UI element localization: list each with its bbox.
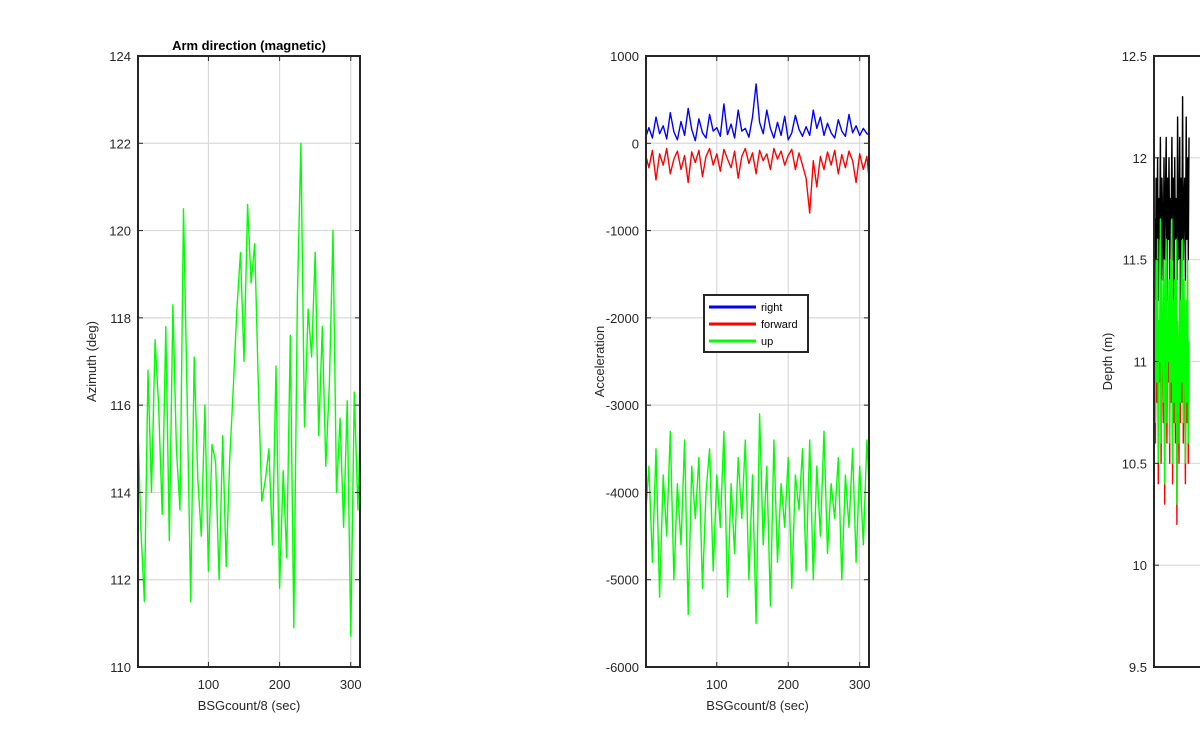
- y-tick-label: 112: [110, 573, 131, 588]
- y-tick-label: 9.5: [1129, 660, 1147, 675]
- y-tick-label: 10: [1133, 558, 1147, 573]
- y-tick-label: -3000: [606, 398, 639, 413]
- y-tick-label: 124: [109, 49, 131, 64]
- series-line-forward: [646, 147, 869, 214]
- y-tick-label: 118: [110, 311, 131, 326]
- legend: right forward up: [703, 294, 809, 353]
- plot-area: [138, 56, 360, 667]
- legend-label-up: up: [761, 336, 773, 348]
- y-tick-label: 122: [109, 136, 131, 151]
- series-line-3: [1154, 218, 1190, 505]
- x-tick-label: 300: [849, 677, 871, 692]
- axes-box: [645, 55, 870, 668]
- y-axis-label: Acceleration: [592, 326, 607, 398]
- y-tick-label: 114: [110, 485, 131, 500]
- x-tick-label: 200: [777, 677, 799, 692]
- series-line-right: [646, 83, 869, 142]
- y-tick-label: 120: [109, 224, 131, 239]
- series-line-up: [646, 413, 869, 625]
- y-tick-label: 11: [1134, 355, 1148, 370]
- y-axis-label: Depth (m): [1100, 333, 1115, 391]
- y-tick-label: 12.5: [1122, 49, 1147, 64]
- legend-label-right: right: [761, 302, 782, 314]
- y-tick-label: 110: [110, 660, 131, 675]
- x-axis-label: BSGcount/8 (sec): [706, 698, 809, 713]
- x-tick-label: 100: [198, 677, 220, 692]
- x-axis-label: BSGcount/8 (sec): [198, 698, 301, 713]
- x-tick-label: 200: [269, 677, 291, 692]
- y-tick-label: 1000: [610, 49, 639, 64]
- y-tick-label: 12: [1133, 151, 1147, 166]
- y-tick-label: -5000: [606, 573, 639, 588]
- y-tick-label: -4000: [606, 485, 639, 500]
- x-tick-label: 100: [706, 677, 728, 692]
- legend-label-forward: forward: [761, 319, 798, 331]
- series-line-1: [138, 142, 360, 638]
- chart-title: Arm direction (magnetic): [172, 38, 326, 53]
- y-tick-label: -2000: [606, 311, 639, 326]
- y-tick-label: 11.5: [1123, 253, 1147, 268]
- y-tick-label: 10.5: [1122, 456, 1147, 471]
- y-axis-label: Azimuth (deg): [84, 321, 99, 402]
- x-tick-label: 300: [340, 677, 362, 692]
- chart-1: 100 200 300 110 112 114 116 118 120 122 124 Arm dir…: [84, 38, 362, 713]
- y-tick-label: -1000: [606, 224, 639, 239]
- y-tick-label: -6000: [606, 660, 639, 675]
- y-tick-label: 0: [632, 136, 639, 151]
- chart-2: 100 200 300 -6000 -5000 -4000 -3000 -2000 -1000 0…: [592, 49, 871, 713]
- axes-box: [137, 55, 361, 668]
- y-tick-label: 116: [110, 398, 131, 413]
